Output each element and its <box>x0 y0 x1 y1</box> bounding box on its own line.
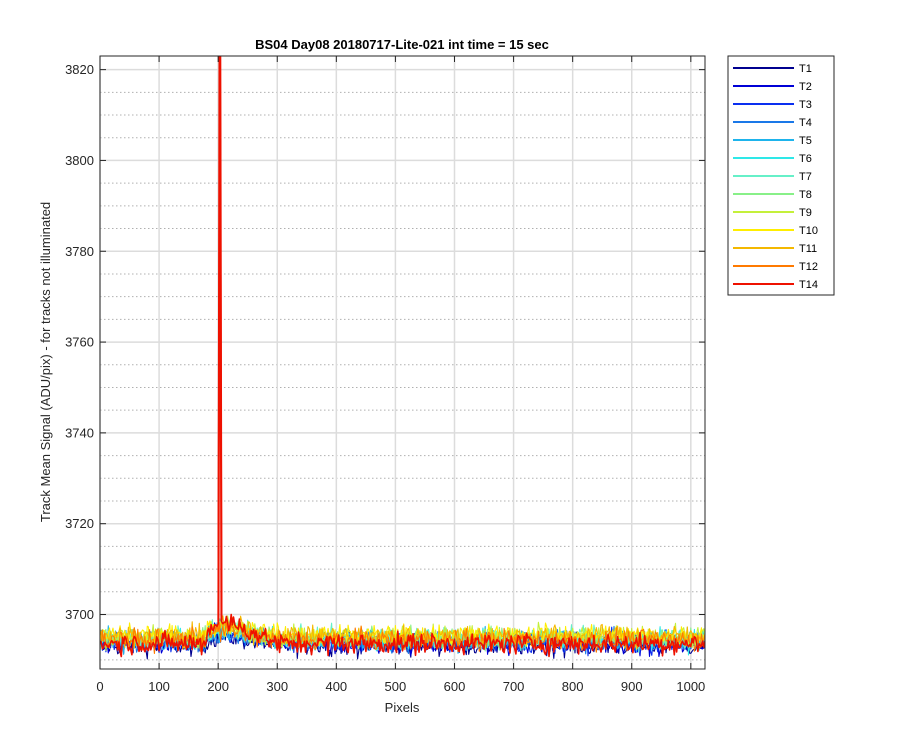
legend-entries: T1 T2 T3 T4 T5 T6 T7 T8 T9 T10 T11 T12 T14 <box>733 63 818 291</box>
x-tick-labels: 0 100 200 300 400 500 600 700 800 900 1000 <box>96 679 705 694</box>
x-tick-label: 200 <box>207 679 229 694</box>
axes-box <box>99 55 706 670</box>
y-tick-labels: 3700 3720 3740 3760 3780 3800 3820 <box>65 62 94 622</box>
x-tick-label: 300 <box>266 679 288 694</box>
legend-label-t5: T5 <box>799 135 812 147</box>
legend-label-t12: T12 <box>799 261 818 273</box>
legend-label-t7: T7 <box>799 171 812 183</box>
y-axis-label: Track Mean Signal (ADU/pix) - for tracks… <box>38 202 53 522</box>
y-tick-label: 3820 <box>65 62 94 77</box>
series-line-t14 <box>100 56 705 658</box>
y-tick-label: 3720 <box>65 516 94 531</box>
legend-label-t2: T2 <box>799 81 812 93</box>
legend-label-t11: T11 <box>799 243 817 255</box>
legend-label-t8: T8 <box>799 189 812 201</box>
x-tick-label: 400 <box>325 679 347 694</box>
x-tick-label: 0 <box>96 679 103 694</box>
y-tick-label: 3740 <box>65 425 94 440</box>
series-layer <box>100 56 705 660</box>
chart-title: BS04 Day08 20180717-Lite-021 int time = … <box>255 37 549 52</box>
x-tick-label: 600 <box>444 679 466 694</box>
legend-label-t4: T4 <box>799 117 812 129</box>
y-tick-label: 3800 <box>65 153 94 168</box>
x-tick-label: 700 <box>503 679 525 694</box>
legend: T1 T2 T3 T4 T5 T6 T7 T8 T9 T10 T11 T12 T14 <box>727 55 835 296</box>
x-tick-label: 500 <box>385 679 407 694</box>
y-tick-label: 3700 <box>65 607 94 622</box>
legend-label-t6: T6 <box>799 153 812 165</box>
axes-background <box>100 56 705 669</box>
series-clip-group <box>100 56 705 660</box>
minor-grid <box>100 91 705 661</box>
legend-label-t14: T14 <box>799 279 818 291</box>
x-tick-label: 100 <box>148 679 170 694</box>
x-tick-label: 900 <box>621 679 643 694</box>
x-tick-label: 800 <box>562 679 584 694</box>
spike-mark <box>217 56 223 622</box>
y-tick-label: 3780 <box>65 244 94 259</box>
legend-label-t1: T1 <box>799 63 812 75</box>
legend-label-t9: T9 <box>799 207 812 219</box>
legend-label-t3: T3 <box>799 99 812 111</box>
y-tick-label: 3760 <box>65 335 94 350</box>
legend-label-t10: T10 <box>799 225 818 237</box>
x-axis-label: Pixels <box>385 700 420 715</box>
x-tick-label: 1000 <box>676 679 705 694</box>
